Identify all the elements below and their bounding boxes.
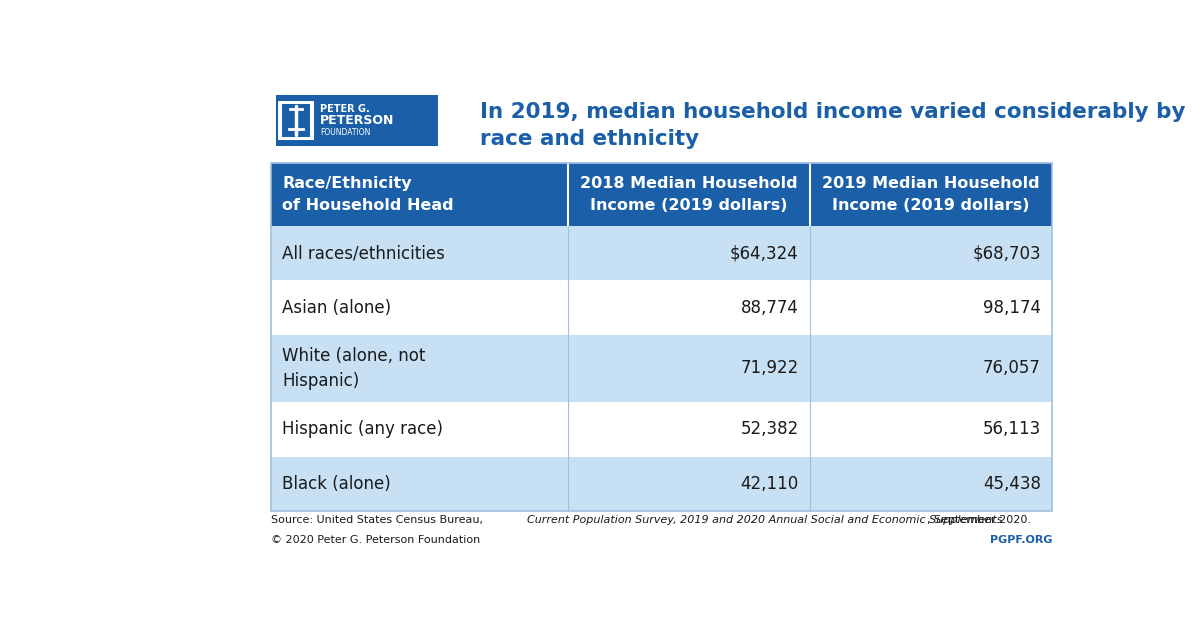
Text: $64,324: $64,324 [730,244,799,262]
Text: Current Population Survey, 2019 and 2020 Annual Social and Economic Supplements: Current Population Survey, 2019 and 2020… [527,515,1002,525]
Text: Source: United States Census Bureau,: Source: United States Census Bureau, [271,515,486,525]
Text: 2019 Median Household
Income (2019 dollars): 2019 Median Household Income (2019 dolla… [822,175,1040,213]
Text: Race/Ethnicity
of Household Head: Race/Ethnicity of Household Head [282,175,454,213]
FancyBboxPatch shape [282,104,310,137]
Text: Black (alone): Black (alone) [282,475,391,493]
Text: 42,110: 42,110 [740,475,799,493]
Text: , September 2020.: , September 2020. [926,515,1031,525]
Text: 2018 Median Household
Income (2019 dollars): 2018 Median Household Income (2019 dolla… [580,175,798,213]
Text: Hispanic (any race): Hispanic (any race) [282,420,443,438]
FancyBboxPatch shape [271,281,1052,335]
FancyBboxPatch shape [271,163,1052,226]
FancyBboxPatch shape [271,457,1052,511]
Text: $68,703: $68,703 [972,244,1040,262]
Text: FOUNDATION: FOUNDATION [320,128,371,138]
Text: Asian (alone): Asian (alone) [282,299,391,317]
FancyBboxPatch shape [271,226,1052,281]
Text: 56,113: 56,113 [983,420,1040,438]
Text: All races/ethnicities: All races/ethnicities [282,244,445,262]
Text: 71,922: 71,922 [740,360,799,377]
Text: 52,382: 52,382 [740,420,799,438]
Text: © 2020 Peter G. Peterson Foundation: © 2020 Peter G. Peterson Foundation [271,535,480,545]
Text: PGPF.ORG: PGPF.ORG [990,535,1052,545]
Text: PETERSON: PETERSON [320,114,395,127]
FancyBboxPatch shape [271,335,1052,402]
Text: 98,174: 98,174 [983,299,1040,317]
FancyBboxPatch shape [278,101,313,140]
FancyBboxPatch shape [276,95,438,146]
Text: 76,057: 76,057 [983,360,1040,377]
FancyBboxPatch shape [271,402,1052,457]
Text: 45,438: 45,438 [983,475,1040,493]
Text: White (alone, not
Hispanic): White (alone, not Hispanic) [282,347,426,390]
Text: In 2019, median household income varied considerably by
race and ethnicity: In 2019, median household income varied … [480,102,1186,148]
Text: 88,774: 88,774 [740,299,799,317]
Text: PETER G.: PETER G. [320,104,370,114]
